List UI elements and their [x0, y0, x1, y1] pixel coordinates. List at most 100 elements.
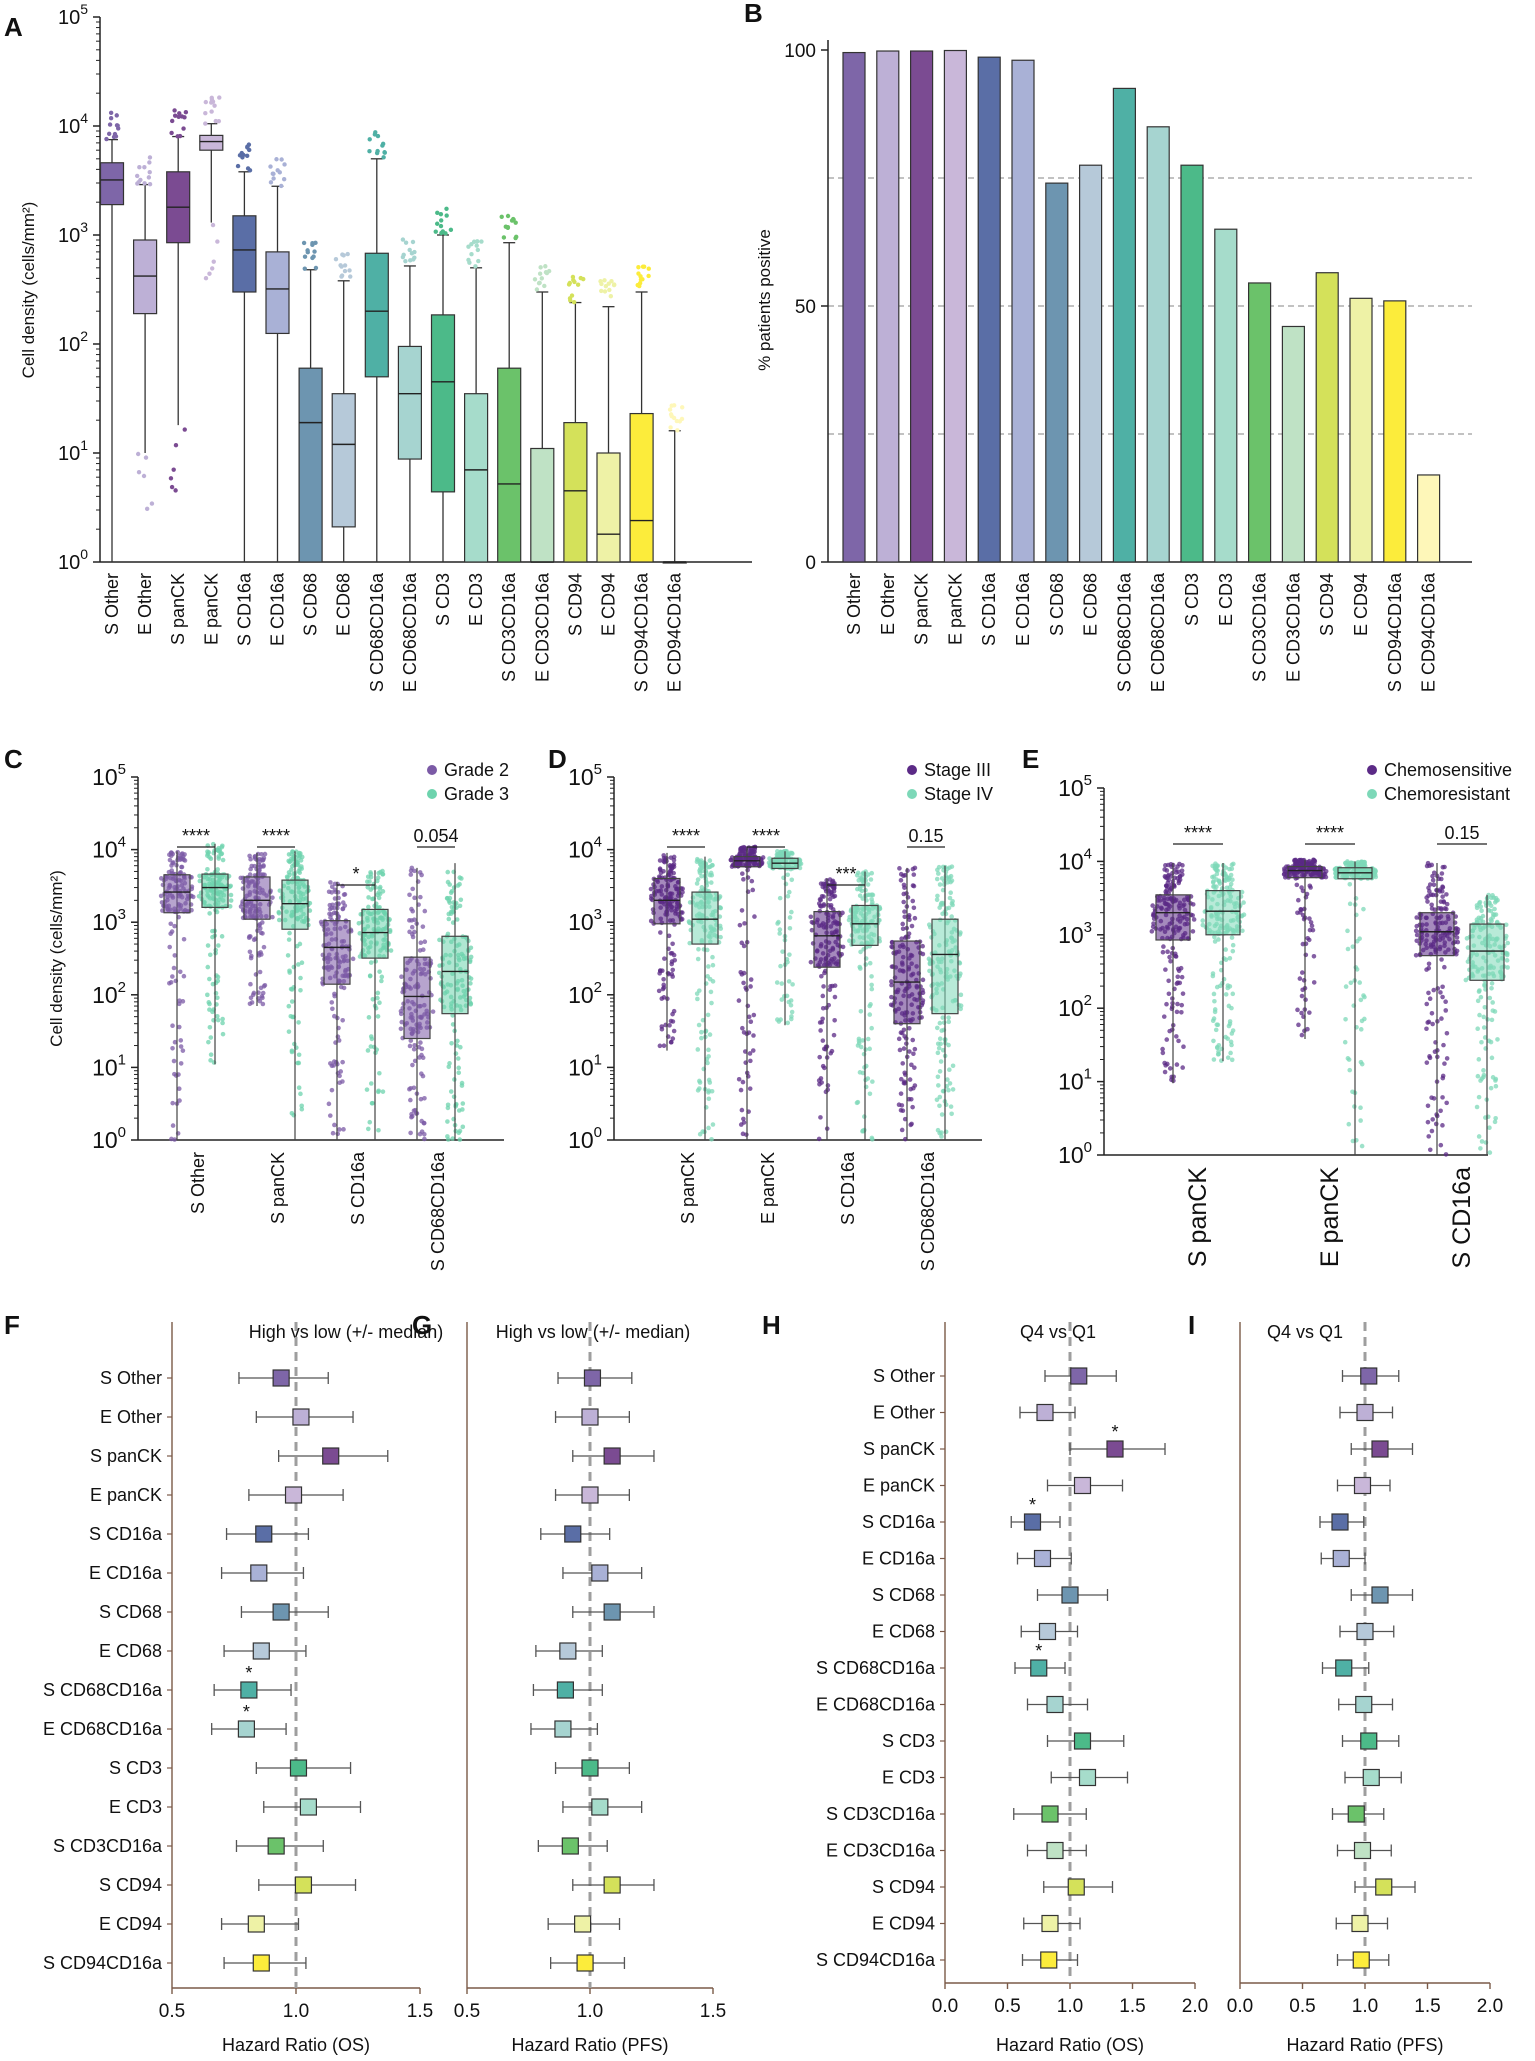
x-tick-label: E CD3 [466, 573, 486, 626]
outlier-point [179, 114, 185, 119]
swarm-point [172, 923, 177, 929]
box [298, 367, 323, 563]
outlier-point [239, 150, 244, 156]
hr-marker [1351, 1914, 1369, 1933]
swarm-point [1476, 989, 1482, 994]
tick-exp: 3 [118, 906, 126, 923]
swarm-point [228, 898, 234, 903]
x-tick-label: E CD94CD16a [665, 572, 685, 692]
outlier-point [169, 118, 175, 124]
significance-label: * [1029, 1495, 1036, 1515]
outlier-point [177, 133, 183, 139]
swarm-point [717, 914, 723, 919]
swarm-point [262, 851, 268, 857]
x-tick-label: S CD16a [979, 572, 999, 646]
swarm-point [696, 946, 701, 952]
x-tick-label: S Other [844, 573, 864, 635]
swarm-point [1475, 1026, 1481, 1032]
outlier-point [313, 265, 319, 271]
swarm-point [289, 1049, 295, 1055]
tick-exp: 4 [118, 834, 126, 851]
row-label: E CD16a [862, 1549, 936, 1569]
x-tick-label: E CD3CD16a [1283, 572, 1303, 682]
swarm-point [451, 1094, 457, 1100]
tick-base: 10 [568, 1054, 594, 1080]
swarm-point [410, 886, 416, 892]
x-tick-label: S CD3 [1182, 573, 1202, 626]
x-tick-label: E panCK [945, 573, 965, 645]
swarm-point [270, 914, 275, 920]
swarm-point [445, 896, 450, 901]
swarm-point [748, 977, 754, 982]
swarm-point [407, 929, 412, 935]
tick-base: 10 [92, 909, 118, 935]
swarm-point [940, 911, 945, 917]
swarm-point [656, 988, 662, 994]
swarm-point [170, 974, 175, 979]
outlier-point [281, 177, 287, 182]
swarm-point [1440, 1123, 1445, 1128]
x-tick-label: S CD94 [1317, 573, 1337, 636]
swarm-point [1231, 861, 1236, 867]
swarm-point [289, 987, 295, 992]
swarm-point [1307, 916, 1312, 921]
swarm-point [449, 889, 455, 894]
row-label: S CD68 [99, 1602, 162, 1622]
significance-label: 0.15 [1444, 823, 1479, 843]
tick-exp: 3 [594, 906, 602, 923]
outlier-point [210, 222, 216, 228]
swarm-point [375, 1014, 381, 1019]
x-tick-label: S CD68CD16a [367, 572, 387, 692]
swarm-point [177, 1098, 182, 1103]
swarm-point [1481, 1072, 1487, 1078]
box [851, 904, 879, 946]
legend-label: Chemosensitive [1384, 760, 1512, 780]
tick-exp: 2 [1084, 992, 1092, 1009]
swarm-point [695, 1047, 701, 1052]
swarm-point [937, 1103, 942, 1109]
outlier-point [282, 162, 287, 167]
hr-marker [1067, 1878, 1085, 1896]
swarm-point [746, 1014, 752, 1020]
y-tick-label: 105 [92, 761, 126, 790]
swarm-point [1373, 874, 1379, 880]
swarm-point [737, 922, 743, 928]
swarm-point [937, 1069, 943, 1074]
swarm-point [1212, 998, 1217, 1004]
swarm-point [899, 1127, 905, 1133]
swarm-point [206, 1039, 211, 1045]
significance-label: **** [182, 826, 210, 846]
swarm-point [821, 984, 826, 989]
outlier-point [367, 149, 372, 154]
swarm-point [412, 868, 417, 874]
swarm-point [1439, 871, 1445, 876]
swarm-point [867, 960, 873, 966]
swarm-point [1226, 876, 1231, 881]
swarm-point [703, 876, 709, 882]
swarm-point [745, 867, 750, 873]
x-tick-label: 1.5 [1414, 1996, 1440, 2017]
outlier-point [216, 118, 222, 124]
x-tick-label: E CD3CD16a [532, 572, 552, 682]
swarm-point [705, 1012, 711, 1018]
x-tick-label: S CD16a [348, 1151, 368, 1225]
panel-g: G High vs low (+/- median) 0.5 1.0 1.5 Hazard… [412, 1310, 726, 2055]
swarm-point [257, 969, 263, 975]
swarm-point [787, 925, 793, 931]
swarm-point [779, 981, 785, 986]
swarm-point [257, 998, 263, 1004]
swarm-point [695, 877, 701, 882]
outlier-point [671, 415, 677, 421]
swarm-point [1441, 1042, 1446, 1048]
tick-base: 10 [58, 7, 80, 29]
swarm-point [1504, 958, 1510, 963]
swarm-point [950, 1087, 956, 1092]
hr-marker [554, 1720, 572, 1738]
x-tick-label: S panCK [268, 1152, 288, 1224]
swarm-point [277, 888, 283, 893]
outlier-point [638, 277, 644, 282]
swarm-point [177, 998, 182, 1003]
swarm-point [739, 972, 745, 977]
swarm-point [1481, 1068, 1486, 1073]
swarm-point [1160, 1050, 1166, 1056]
